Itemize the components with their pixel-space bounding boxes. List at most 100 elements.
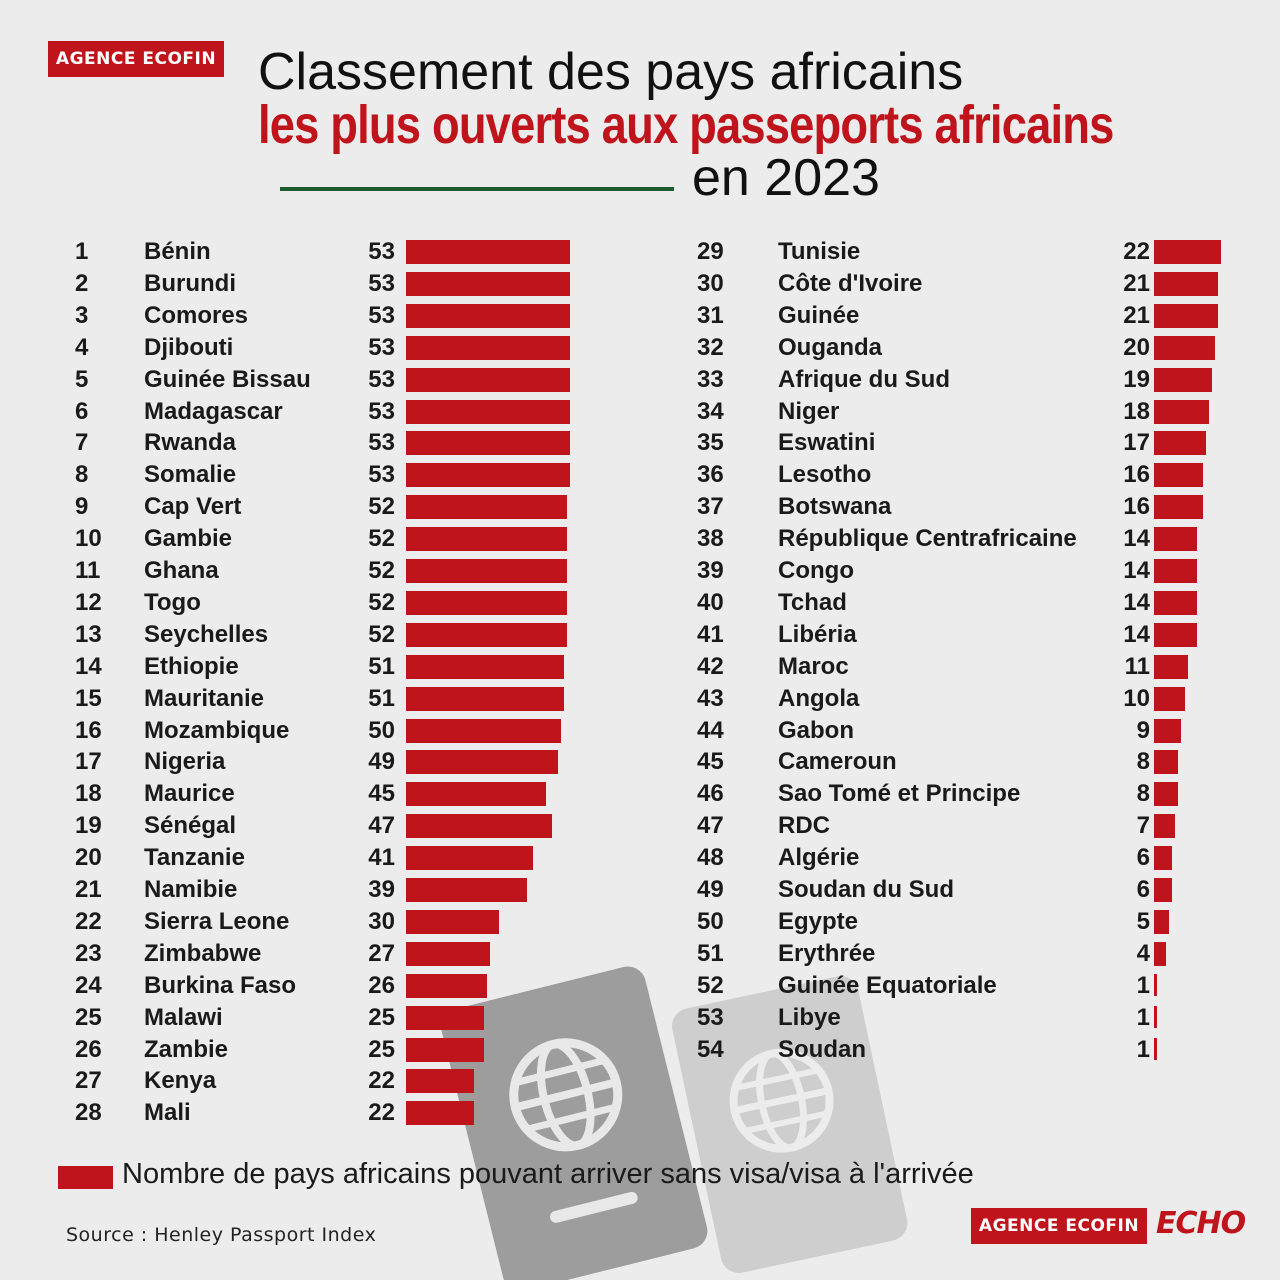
value-label: 6 [1136,876,1150,903]
table-row: 6 Madagascar 53 [0,397,1280,427]
table-row: 9 Cap Vert 52 [0,492,1280,522]
value-label: 51 [368,685,395,712]
country-label: Nigeria [144,748,226,775]
bar [1154,655,1188,679]
rank-label: 7 [75,429,89,456]
bar [406,336,570,360]
table-row: 33 Afrique du Sud 19 [0,365,1280,395]
rank-label: 39 [697,557,724,584]
table-row: 51 Erythrée 4 [0,939,1280,969]
rank-label: 20 [75,844,102,871]
table-row: 45 Cameroun 8 [0,747,1280,777]
value-label: 8 [1136,780,1150,807]
value-label: 52 [368,525,395,552]
bar [1154,240,1221,264]
table-row: 15 Mauritanie 51 [0,684,1280,714]
table-row: 30 Côte d'Ivoire 21 [0,269,1280,299]
bar [1154,559,1197,583]
value-label: 45 [368,780,395,807]
value-label: 53 [368,302,395,329]
bar [1154,1006,1157,1028]
value-label: 25 [368,1036,395,1063]
rank-label: 5 [75,366,89,393]
value-label: 14 [1123,589,1150,616]
rank-label: 22 [75,908,102,935]
rank-label: 3 [75,302,89,329]
value-label: 49 [368,748,395,775]
country-label: Namibie [144,876,238,903]
bar [406,400,570,424]
table-row: 26 Zambie 25 [0,1035,1280,1065]
rank-label: 37 [697,493,724,520]
rank-label: 21 [75,876,102,903]
country-label: Madagascar [144,398,283,425]
table-row: 31 Guinée 21 [0,301,1280,331]
rank-label: 47 [697,812,724,839]
bar [406,591,567,615]
rank-label: 24 [75,972,102,999]
bar [1154,368,1212,392]
rank-label: 34 [697,398,724,425]
country-label: Afrique du Sud [778,366,950,393]
country-label: Soudan [778,1036,866,1063]
bar [406,623,567,647]
table-row: 54 Soudan 1 [0,1035,1280,1065]
rank-label: 10 [75,525,102,552]
country-label: Somalie [144,461,237,488]
title-line-1: Classement des pays africains [258,43,964,101]
value-label: 10 [1123,685,1150,712]
country-label: Guinée [778,302,860,329]
country-label: Niger [778,398,840,425]
rank-label: 13 [75,621,102,648]
bar [406,719,561,743]
value-label: 26 [368,972,395,999]
rank-label: 31 [697,302,724,329]
legend-swatch [58,1166,113,1189]
value-label: 14 [1123,525,1150,552]
bar [406,1006,484,1030]
rank-label: 18 [75,780,102,807]
value-label: 22 [1123,238,1150,265]
table-row: 18 Maurice 45 [0,779,1280,809]
table-row: 7 Rwanda 53 [0,428,1280,458]
value-label: 1 [1136,1036,1150,1063]
country-label: Soudan du Sud [778,876,954,903]
country-label: Djibouti [144,334,234,361]
rank-label: 23 [75,940,102,967]
table-row: 37 Botswana 16 [0,492,1280,522]
country-label: Mauritanie [144,685,265,712]
country-label: Tchad [778,589,847,616]
table-row: 2 Burundi 53 [0,269,1280,299]
bar [1154,750,1178,774]
bar [1154,527,1197,551]
rank-label: 11 [75,557,101,584]
table-row: 34 Niger 18 [0,397,1280,427]
table-row: 4 Djibouti 53 [0,333,1280,363]
rank-label: 52 [697,972,724,999]
country-label: Gambie [144,525,233,552]
rank-label: 45 [697,748,724,775]
rank-label: 9 [75,493,89,520]
value-label: 22 [368,1067,395,1094]
rank-label: 28 [75,1099,102,1126]
bar [406,1069,474,1093]
bar [1154,846,1172,870]
country-label: Sao Tomé et Principe [778,780,1021,807]
country-label: Lesotho [778,461,872,488]
bar [1154,1038,1157,1060]
bar [406,527,567,551]
source-note: Source : Henley Passport Index [66,1224,377,1246]
bar [1154,942,1166,966]
value-label: 1 [1136,972,1150,999]
bar [406,750,558,774]
bar [1154,910,1169,934]
value-label: 53 [368,461,395,488]
rank-label: 2 [75,270,89,297]
rank-label: 43 [697,685,724,712]
value-label: 52 [368,493,395,520]
country-label: Maurice [144,780,235,807]
value-label: 52 [368,589,395,616]
bar [406,272,570,296]
country-label: Libéria [778,621,857,648]
value-label: 19 [1123,366,1150,393]
